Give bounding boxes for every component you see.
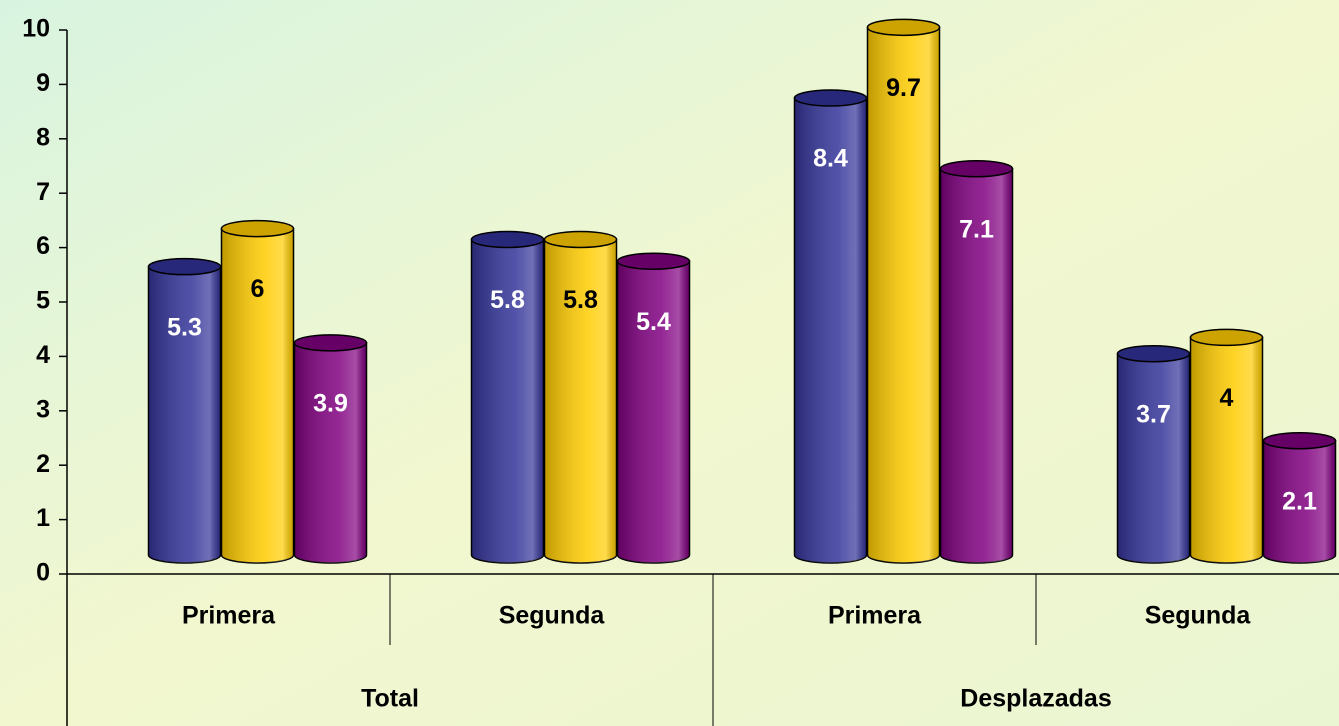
y-tick-label: 4	[36, 341, 50, 369]
value-label: 8.4	[813, 145, 848, 173]
y-tick-label: 10	[22, 15, 50, 43]
group-label: Total	[361, 685, 419, 713]
bar	[616, 252, 691, 564]
bar	[1262, 432, 1337, 564]
bar	[939, 160, 1014, 564]
value-label: 7.1	[959, 215, 994, 243]
value-label: 6	[251, 275, 265, 303]
value-label: 2.1	[1282, 487, 1317, 515]
value-label: 4	[1220, 384, 1234, 412]
value-label: 5.4	[636, 308, 671, 336]
x-tick-label: Primera	[828, 602, 922, 630]
y-tick-label: 5	[36, 287, 50, 315]
value-label: 9.7	[886, 74, 921, 102]
value-label: 5.8	[490, 286, 525, 314]
bar	[866, 18, 941, 564]
x-tick-label: Segunda	[1145, 602, 1252, 630]
bar	[1189, 328, 1264, 564]
y-tick-label: 0	[36, 559, 50, 587]
y-tick-label: 6	[36, 232, 50, 260]
bar	[543, 230, 618, 564]
y-tick-label: 8	[36, 123, 50, 151]
value-label: 5.8	[563, 286, 598, 314]
bar	[793, 89, 868, 564]
group-label: Desplazadas	[960, 685, 1111, 713]
bar	[1116, 344, 1191, 564]
value-label: 3.7	[1136, 400, 1171, 428]
x-tick-label: Segunda	[499, 602, 606, 630]
value-label: 3.9	[313, 389, 348, 417]
bar	[147, 257, 222, 564]
y-tick-label: 1	[36, 504, 50, 532]
y-tick-label: 9	[36, 69, 50, 97]
bar	[220, 219, 295, 564]
y-tick-label: 7	[36, 178, 50, 206]
x-tick-label: Primera	[182, 602, 276, 630]
bar	[293, 334, 368, 564]
bar	[470, 230, 545, 564]
y-tick-label: 3	[36, 395, 50, 423]
y-tick-label: 2	[36, 450, 50, 478]
value-label: 5.3	[167, 313, 202, 341]
